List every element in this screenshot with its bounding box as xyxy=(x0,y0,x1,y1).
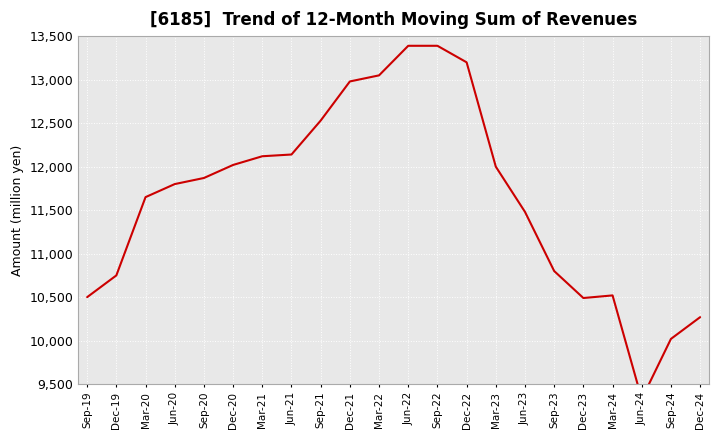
Title: [6185]  Trend of 12-Month Moving Sum of Revenues: [6185] Trend of 12-Month Moving Sum of R… xyxy=(150,11,637,29)
Y-axis label: Amount (million yen): Amount (million yen) xyxy=(11,145,24,276)
